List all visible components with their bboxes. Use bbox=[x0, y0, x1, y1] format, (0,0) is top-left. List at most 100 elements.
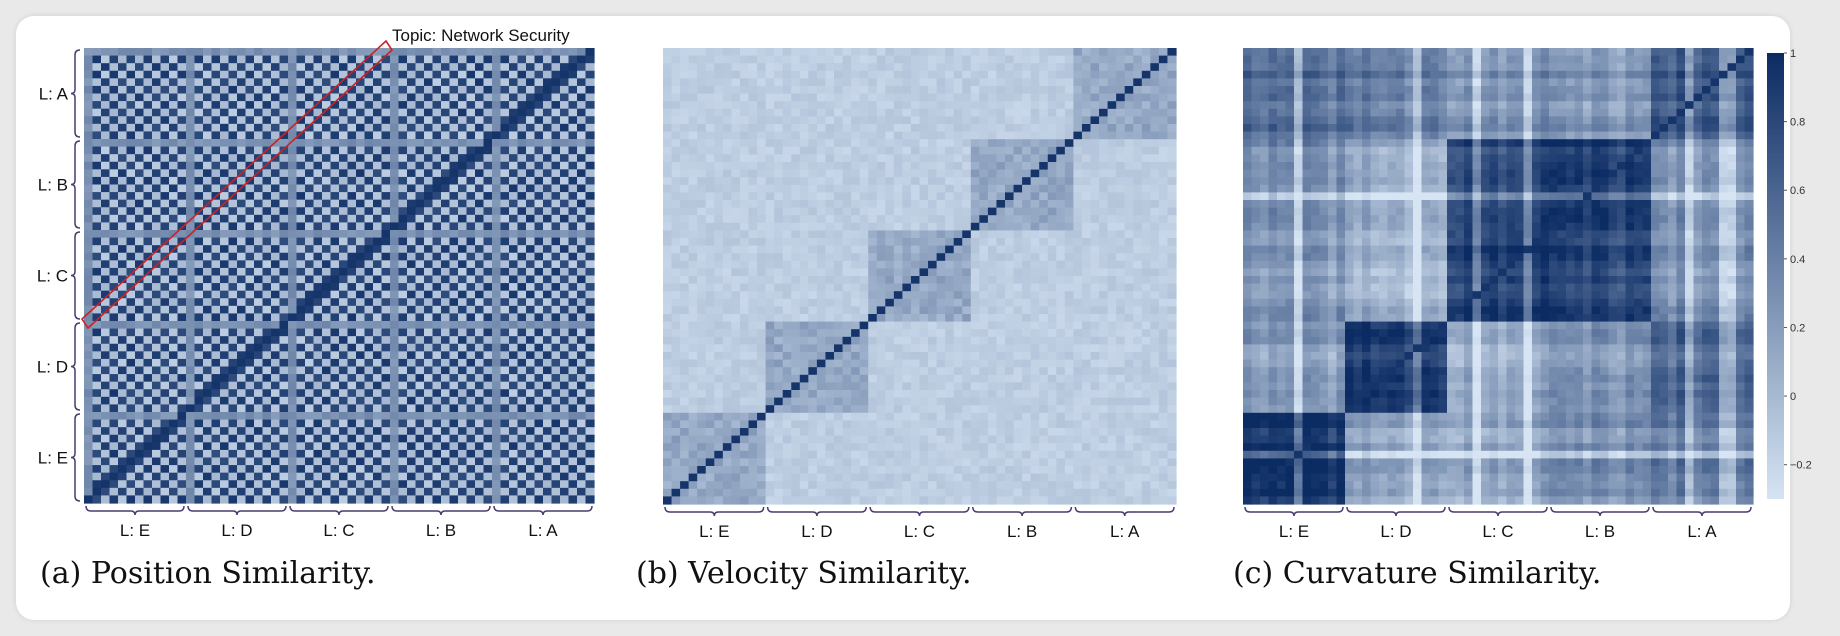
position-cell bbox=[415, 108, 425, 117]
position-cell bbox=[526, 139, 536, 148]
position-cell bbox=[585, 93, 595, 102]
position-cell bbox=[509, 123, 519, 133]
position-cell bbox=[356, 48, 366, 57]
position-cell bbox=[109, 169, 119, 178]
position-cell bbox=[347, 207, 357, 216]
position-cell bbox=[84, 214, 94, 224]
position-cell bbox=[390, 313, 400, 322]
velocity-cell bbox=[842, 192, 852, 201]
position-cell bbox=[143, 290, 153, 299]
position-cell bbox=[330, 116, 340, 125]
position-cell bbox=[466, 465, 476, 474]
position-cell bbox=[228, 427, 238, 436]
position-cell bbox=[220, 358, 230, 368]
position-cell bbox=[373, 358, 383, 368]
position-cell bbox=[560, 419, 570, 428]
velocity-cell bbox=[1039, 169, 1049, 178]
position-cell bbox=[322, 427, 332, 436]
position-cell bbox=[143, 48, 153, 57]
velocity-cell bbox=[816, 162, 827, 171]
position-cell bbox=[415, 465, 425, 474]
velocity-cell bbox=[705, 139, 715, 148]
position-cell bbox=[313, 358, 323, 368]
position-cell bbox=[305, 154, 315, 163]
position-cell bbox=[432, 305, 442, 315]
position-cell bbox=[245, 207, 255, 216]
velocity-cell bbox=[1073, 116, 1083, 125]
position-cell bbox=[551, 93, 561, 102]
position-cell bbox=[407, 85, 417, 95]
position-cell bbox=[101, 472, 111, 481]
position-cell bbox=[330, 472, 340, 481]
position-cell bbox=[152, 465, 162, 474]
position-cell bbox=[577, 116, 587, 125]
velocity-cell bbox=[671, 93, 681, 102]
velocity-cell bbox=[782, 192, 792, 201]
velocity-cell bbox=[825, 215, 835, 224]
position-x-brace bbox=[493, 505, 593, 516]
position-cell bbox=[449, 184, 459, 193]
velocity-cell bbox=[663, 108, 673, 117]
velocity-cell bbox=[953, 63, 963, 72]
position-cell bbox=[203, 419, 213, 428]
position-cell bbox=[356, 313, 366, 322]
velocity-cell bbox=[834, 162, 844, 171]
velocity-cell bbox=[1056, 108, 1066, 117]
position-cell bbox=[143, 381, 153, 390]
position-cell bbox=[126, 214, 136, 224]
position-cell bbox=[543, 358, 553, 368]
position-cell bbox=[84, 290, 94, 299]
velocity-cell bbox=[936, 177, 946, 186]
position-cell bbox=[390, 321, 400, 330]
position-cell bbox=[271, 487, 281, 497]
position-cell bbox=[322, 465, 332, 474]
position-cell bbox=[407, 389, 417, 398]
position-cell bbox=[169, 275, 179, 284]
velocity-cell bbox=[1064, 78, 1074, 87]
velocity-cell bbox=[834, 207, 844, 216]
position-cell bbox=[339, 176, 349, 186]
velocity-cell bbox=[1030, 177, 1040, 186]
position-cell bbox=[500, 161, 510, 170]
position-cell bbox=[237, 252, 247, 261]
velocity-cell bbox=[910, 184, 921, 193]
position-cell bbox=[237, 480, 247, 489]
position-cell bbox=[466, 222, 476, 231]
velocity-cell bbox=[1081, 93, 1092, 102]
velocity-cell bbox=[1030, 63, 1040, 72]
position-cell bbox=[424, 396, 434, 406]
position-cell bbox=[152, 199, 162, 208]
position-cell bbox=[364, 389, 374, 398]
position-cell bbox=[534, 93, 544, 102]
position-cell bbox=[109, 123, 119, 133]
position-cell bbox=[296, 131, 306, 140]
position-cell bbox=[381, 93, 391, 102]
position-cell bbox=[458, 381, 468, 390]
velocity-cell bbox=[765, 139, 775, 148]
position-cell bbox=[177, 63, 187, 72]
position-cell bbox=[143, 412, 153, 421]
position-cell bbox=[551, 328, 561, 337]
velocity-cell bbox=[842, 63, 852, 72]
position-cell bbox=[509, 366, 519, 375]
position-cell bbox=[101, 412, 111, 421]
velocity-cell bbox=[842, 55, 852, 64]
position-cell bbox=[534, 358, 544, 368]
velocity-cell bbox=[885, 207, 895, 216]
velocity-cell bbox=[799, 124, 809, 133]
position-cell bbox=[407, 313, 417, 322]
position-cell bbox=[228, 55, 238, 64]
position-cell bbox=[84, 313, 94, 322]
velocity-cell bbox=[1005, 162, 1015, 171]
velocity-cell bbox=[705, 169, 715, 178]
position-cell bbox=[373, 139, 383, 148]
position-cell bbox=[475, 55, 485, 64]
velocity-cell bbox=[825, 139, 835, 148]
velocity-cell bbox=[1150, 169, 1160, 178]
position-cell bbox=[279, 419, 289, 428]
velocity-cell bbox=[1107, 192, 1117, 201]
position-cell bbox=[517, 192, 527, 201]
position-cell bbox=[169, 336, 179, 345]
position-cell bbox=[305, 63, 315, 72]
position-cell bbox=[526, 116, 536, 125]
